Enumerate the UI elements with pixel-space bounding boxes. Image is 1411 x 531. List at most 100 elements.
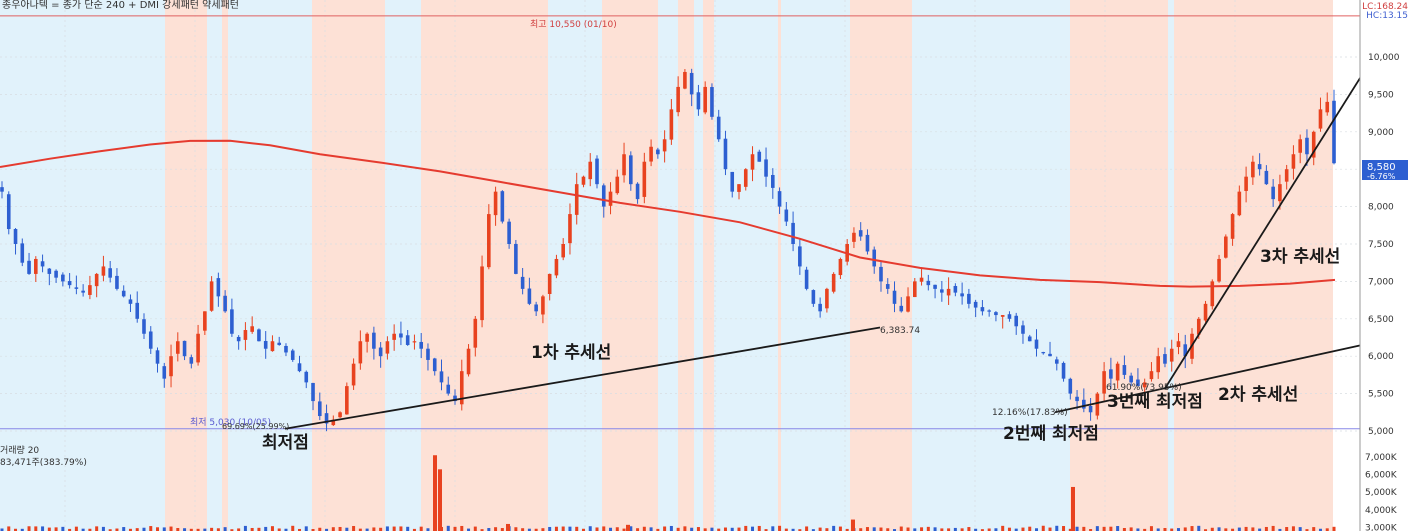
- candle-body: [818, 303, 822, 312]
- volume-bar: [216, 528, 220, 531]
- volume-bar: [101, 526, 105, 531]
- candle-body: [1129, 375, 1133, 383]
- candle-body: [1237, 191, 1242, 216]
- candle-body: [919, 277, 924, 282]
- price-tick-label: 6,000: [1368, 352, 1394, 362]
- current-price-change: -6.76%: [1367, 172, 1396, 181]
- volume-bar: [210, 527, 214, 531]
- volume-bar: [1028, 526, 1032, 531]
- candle-body: [419, 341, 424, 349]
- candle-body: [1169, 348, 1174, 362]
- volume-bar: [521, 528, 525, 531]
- candle-body: [405, 335, 410, 345]
- volume-bar: [561, 526, 565, 531]
- volume-bar: [1244, 526, 1248, 531]
- volume-bar: [467, 528, 471, 531]
- candle-body: [297, 363, 302, 372]
- volume-bar: [412, 528, 416, 531]
- volume-bar: [926, 526, 930, 531]
- candle-body: [507, 221, 511, 244]
- low3-label: 3번째 최저점: [1107, 392, 1203, 412]
- volume-bar: [554, 526, 558, 531]
- trendline1-label: 1차 추세선: [531, 343, 611, 363]
- volume-bar: [169, 526, 173, 531]
- price-tick-label: 8,000: [1368, 203, 1394, 213]
- candle-body: [1027, 336, 1032, 342]
- reference-lines: [0, 15, 1360, 430]
- volume-bar: [940, 528, 944, 531]
- candle-body: [1251, 161, 1255, 178]
- volume-bar: [1007, 527, 1011, 531]
- volume-bar: [757, 525, 761, 531]
- candle-body: [351, 363, 356, 386]
- trendline2-label: 2차 추세선: [1218, 385, 1298, 405]
- volume-bar: [1001, 525, 1005, 531]
- candle-body: [54, 270, 58, 278]
- volume-bar: [1068, 528, 1072, 531]
- candle-body: [453, 395, 457, 402]
- volume-bar: [602, 526, 606, 531]
- volume-bar: [906, 527, 910, 531]
- volume-bar: [798, 529, 802, 531]
- volume-bar: [778, 525, 782, 531]
- candle-body: [175, 341, 180, 354]
- candle-body: [459, 371, 464, 405]
- volume-bar: [1258, 528, 1262, 531]
- candle-body: [1318, 109, 1323, 129]
- volume-bar: [832, 525, 836, 531]
- candle-body: [825, 288, 829, 309]
- volume-bar: [615, 527, 619, 531]
- candle-body: [811, 290, 816, 304]
- volume-tick-label: 7,000K: [1365, 453, 1398, 463]
- candle-body: [1136, 379, 1140, 387]
- candle-body: [541, 296, 545, 315]
- candle-body: [946, 288, 951, 296]
- candle-body: [1196, 318, 1201, 335]
- candle-body: [88, 285, 92, 295]
- candle-body: [1109, 369, 1113, 379]
- candle-body: [689, 72, 694, 95]
- candle-body: [1257, 164, 1262, 170]
- volume-bar: [811, 529, 815, 531]
- volume-bar: [730, 527, 734, 531]
- candle-body: [1054, 359, 1059, 364]
- trendlines: [284, 74, 1363, 430]
- candle-body: [649, 146, 653, 162]
- volume-bar: [865, 527, 869, 531]
- volume-bar: [128, 528, 132, 531]
- volume-bar: [622, 528, 626, 531]
- candle-body: [1021, 325, 1025, 334]
- candle-body: [1048, 353, 1052, 357]
- volume-bar: [953, 527, 957, 531]
- volume-bar: [886, 528, 890, 531]
- candle-body: [608, 191, 613, 206]
- candle-body: [980, 307, 985, 312]
- candle-body: [926, 280, 931, 286]
- volume-bar: [696, 527, 700, 531]
- volume-bar: [372, 527, 376, 531]
- candle-body: [257, 329, 261, 342]
- candle-body: [182, 340, 187, 357]
- candle-body: [1041, 352, 1046, 354]
- bullish-band: [222, 0, 228, 531]
- candle-body: [432, 358, 437, 372]
- volume-bar: [122, 527, 126, 531]
- candles: [0, 68, 1336, 432]
- volume-bar: [284, 528, 288, 531]
- price-tick-label: 10,000: [1368, 53, 1400, 63]
- candle-body: [791, 222, 795, 244]
- candle-body: [189, 357, 194, 364]
- candle-body: [61, 274, 65, 282]
- volume-spike: [433, 455, 437, 531]
- candle-body: [669, 109, 674, 140]
- candle-body: [588, 161, 593, 180]
- candle-body: [1075, 396, 1079, 402]
- bullish-band: [678, 0, 694, 531]
- volume-bar: [1285, 527, 1289, 531]
- volume-bar: [1170, 528, 1174, 531]
- volume-bar: [1075, 526, 1079, 531]
- candle-body: [1284, 169, 1289, 182]
- candle-body: [20, 243, 25, 263]
- candle-body: [108, 268, 112, 278]
- volume-bar: [669, 525, 673, 531]
